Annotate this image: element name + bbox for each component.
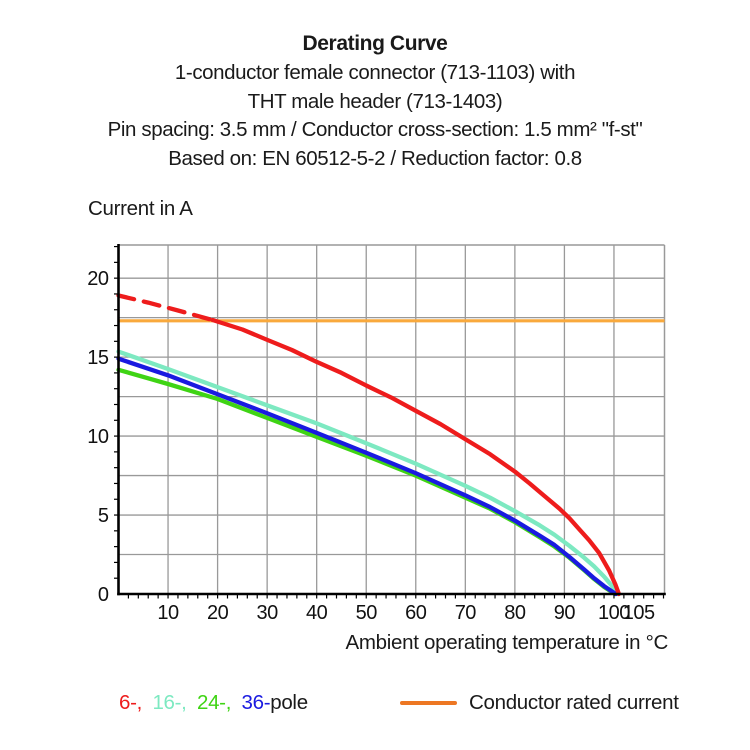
rated-current-label: Conductor rated current (469, 691, 679, 714)
svg-text:40: 40 (306, 602, 328, 624)
legend-item-36-pole: 36- (241, 691, 271, 714)
svg-text:100: 100 (598, 602, 630, 624)
subtitle-connector: 1-conductor female connector (713-1103) … (174, 60, 576, 84)
x-axis-title: Ambient operating temperature in °C (345, 631, 669, 654)
page-title: Derating Curve (302, 32, 448, 55)
svg-text:0: 0 (98, 584, 109, 606)
subtitle-header-type: THT male header (713-1403) (247, 89, 503, 113)
legend-pole-items: 6-, 16-, 24-, 36-pole (119, 691, 308, 715)
svg-text:50: 50 (356, 602, 378, 624)
legend-rated-current: Conductor rated current (400, 691, 679, 715)
svg-text:5: 5 (98, 505, 109, 527)
svg-text:70: 70 (455, 602, 477, 624)
svg-text:10: 10 (87, 426, 109, 448)
svg-text:20: 20 (87, 268, 109, 290)
svg-text:20: 20 (207, 602, 229, 624)
legend-item-24-pole: 24-, (196, 691, 232, 714)
legend-item-16-pole: 16-, (152, 691, 187, 714)
y-axis-title: Current in A (88, 197, 193, 220)
svg-text:105: 105 (623, 602, 655, 624)
legend-pole-suffix: pole (270, 691, 308, 714)
svg-text:80: 80 (504, 602, 526, 624)
rated-current-line-swatch (400, 700, 457, 706)
svg-text:10: 10 (157, 602, 179, 624)
subtitle-standard: Based on: EN 60512-5-2 / Reduction facto… (168, 147, 582, 171)
chart-header: Derating Curve 1-conductor female connec… (0, 30, 750, 174)
svg-text:90: 90 (554, 602, 576, 624)
svg-text:15: 15 (87, 347, 109, 369)
svg-text:60: 60 (405, 602, 427, 624)
svg-text:30: 30 (257, 602, 279, 624)
subtitle-pin-spacing: Pin spacing: 3.5 mm / Conductor cross-se… (107, 118, 643, 142)
legend-item-6-pole: 6-, (119, 691, 143, 714)
